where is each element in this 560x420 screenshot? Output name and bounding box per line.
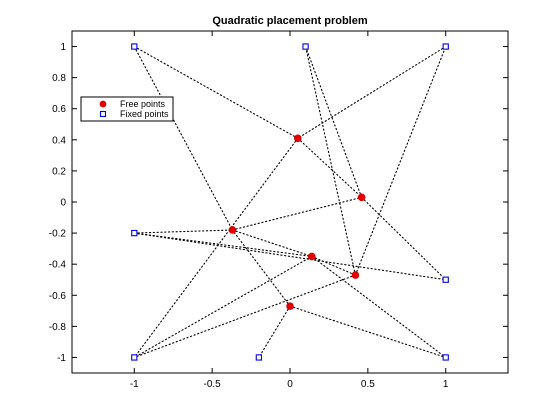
link-line	[354, 45, 447, 276]
free-point-marker	[307, 252, 316, 261]
fixed-point-marker	[131, 229, 138, 237]
free-point-marker	[351, 271, 360, 279]
link-line	[231, 229, 291, 307]
link-line	[133, 45, 233, 231]
y-tick-label: -1	[57, 353, 66, 364]
link-line	[133, 45, 299, 139]
fixed-point-marker	[255, 354, 263, 361]
y-tick-label: 0.8	[52, 73, 66, 84]
y-tick-label: -0.2	[49, 229, 67, 240]
link-line	[133, 229, 233, 234]
link-line	[133, 232, 313, 257]
link-line	[305, 45, 363, 198]
link-line	[133, 255, 313, 359]
markers-layer	[131, 43, 449, 361]
y-tick-label: 0.4	[52, 135, 66, 146]
free-point-marker	[293, 134, 302, 143]
link-line	[311, 255, 447, 359]
link-line	[231, 229, 313, 257]
fixed-point-marker	[131, 43, 138, 50]
legend-marker-free	[99, 100, 107, 108]
link-line	[297, 137, 363, 198]
links-layer	[133, 45, 447, 359]
y-tick-label: -0.6	[49, 291, 67, 302]
fixed-point-marker	[302, 43, 309, 50]
legend-label: Fixed points	[120, 109, 169, 119]
y-tick-label: 0.2	[52, 166, 66, 177]
legend-label: Free points	[120, 99, 166, 109]
link-line	[258, 305, 291, 359]
link-line	[305, 45, 356, 276]
x-tick-label: -0.5	[204, 379, 222, 390]
fixed-point-marker	[442, 354, 449, 361]
x-tick-label: 0	[287, 379, 293, 390]
fixed-point-marker	[131, 354, 138, 361]
y-tick-label: -0.8	[49, 322, 67, 333]
chart-title: Quadratic placement problem	[212, 15, 367, 27]
y-tick-label: 0	[60, 198, 66, 209]
legend-box	[80, 96, 174, 122]
y-tick-label: 1	[60, 42, 66, 53]
axes-layer: -1 -0.5 0 0.5 1 1 0.8 0.6 0.4 0.2 0 -0.2 -0.4 -0.6 -0.…	[49, 30, 509, 390]
x-tick-label: 0.5	[361, 379, 375, 390]
link-line	[231, 196, 363, 231]
fixed-point-marker	[442, 43, 449, 50]
link-line	[361, 196, 447, 281]
y-tick-label: -0.4	[49, 260, 67, 271]
link-line	[289, 305, 447, 359]
link-line	[311, 255, 356, 276]
fixed-point-marker	[442, 276, 449, 283]
y-tick-label: 0.6	[52, 104, 66, 115]
free-point-marker	[286, 302, 294, 310]
link-line	[133, 137, 299, 359]
link-line	[133, 232, 447, 281]
free-point-marker	[357, 193, 366, 202]
x-tick-label: -1	[130, 379, 139, 390]
x-tick-label: 1	[443, 379, 449, 390]
legend-marker-fixed	[99, 110, 107, 118]
link-line	[133, 274, 356, 359]
free-point-marker	[228, 226, 237, 234]
